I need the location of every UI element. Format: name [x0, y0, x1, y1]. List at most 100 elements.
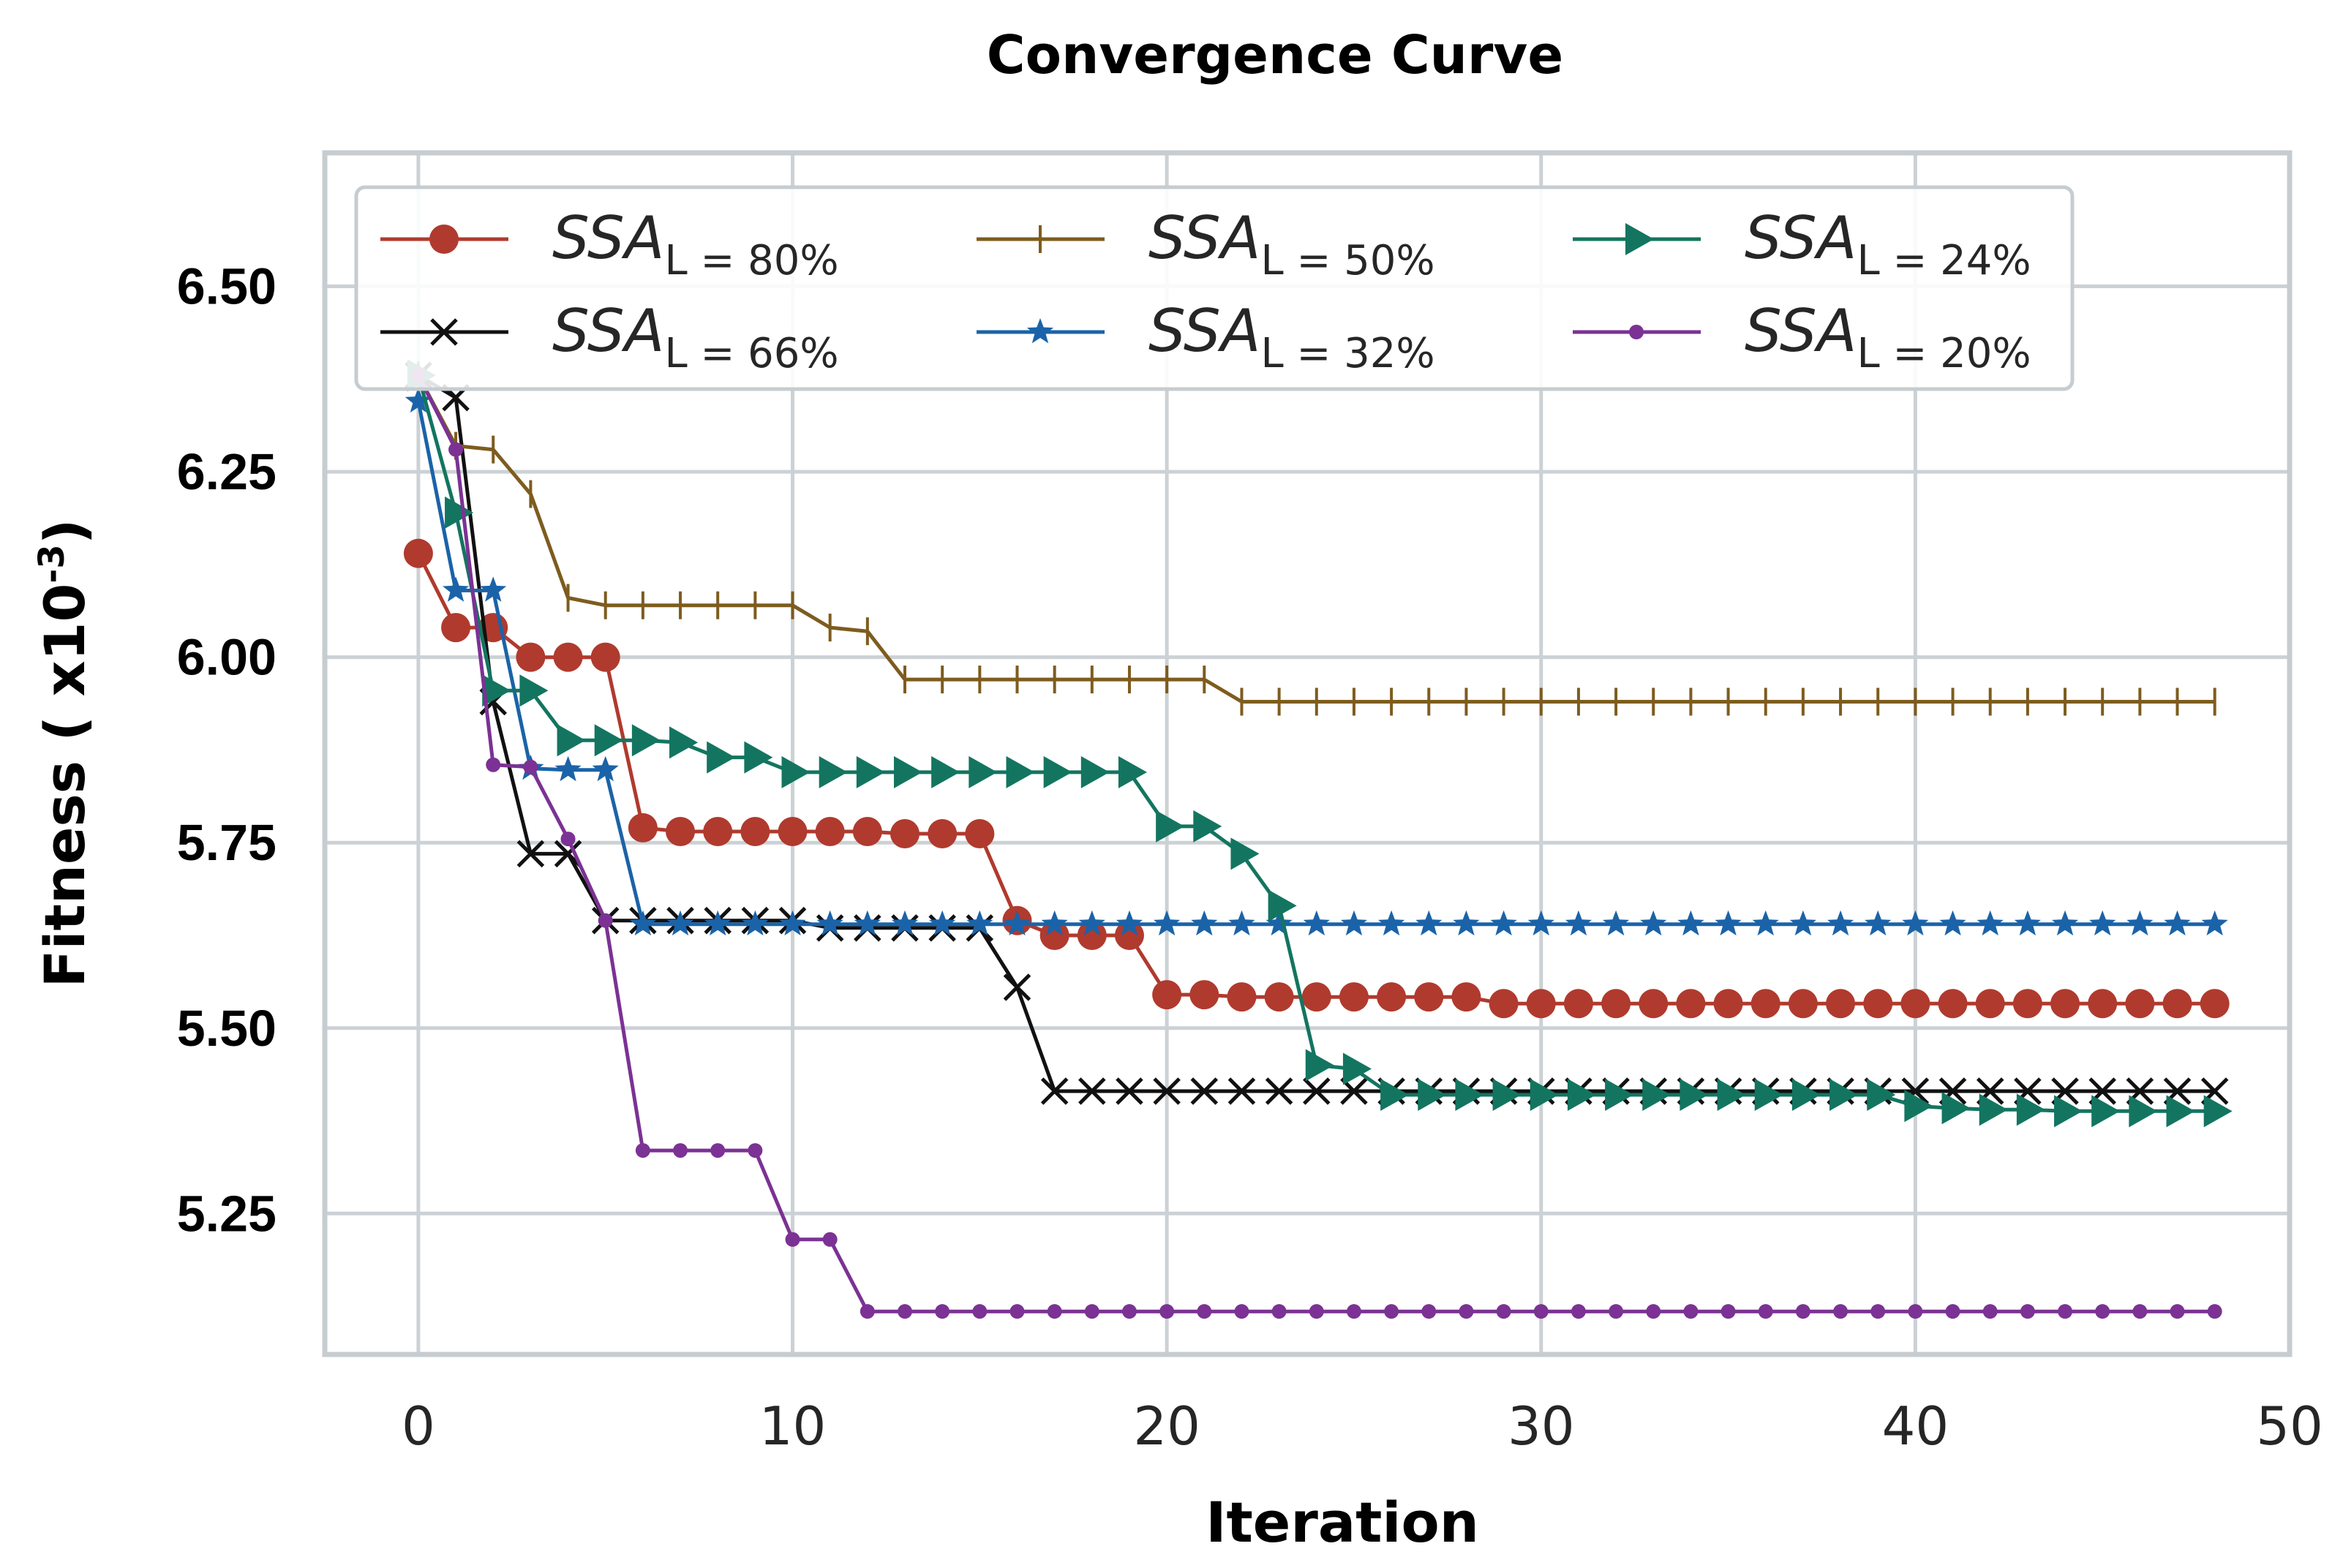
- data-point: [1715, 910, 1742, 936]
- data-point: [486, 757, 501, 772]
- data-point: [1603, 910, 1630, 936]
- data-point: [1680, 1079, 1709, 1112]
- data-point: [445, 496, 474, 529]
- data-point: [740, 816, 770, 846]
- data-point: [1154, 910, 1181, 936]
- data-point: [1640, 910, 1667, 936]
- data-point: [898, 1304, 913, 1319]
- data-point: [1421, 1304, 1437, 1319]
- data-point: [779, 910, 806, 936]
- data-point: [1601, 989, 1631, 1019]
- legend-marker: [429, 225, 459, 254]
- data-point: [2170, 1304, 2185, 1319]
- data-point: [1153, 1077, 1181, 1105]
- data-point: [1339, 982, 1369, 1012]
- x-axis-ticks: 0 10 20 30 40 50: [402, 1395, 2323, 1457]
- y-tick-label: 6.00: [177, 629, 277, 686]
- series-line-l80: [416, 552, 2215, 1006]
- legend-label: SSAL = 24%: [1745, 204, 2031, 284]
- data-point: [1228, 910, 1255, 936]
- x-tick-label: 0: [402, 1395, 435, 1457]
- data-point: [1301, 982, 1331, 1012]
- data-point: [969, 755, 998, 788]
- series-line-l32: [416, 401, 2215, 927]
- data-point: [1227, 1077, 1256, 1105]
- y-axis-label-close: ): [32, 519, 97, 545]
- data-point: [822, 1232, 838, 1247]
- data-point: [966, 910, 993, 936]
- data-point: [519, 674, 549, 707]
- data-point: [1040, 1077, 1069, 1105]
- data-point: [1121, 1304, 1137, 1319]
- data-point: [1197, 1304, 1212, 1319]
- data-point: [935, 1304, 950, 1319]
- y-axis-ticks: 5.25 5.50 5.75 6.00 6.25 6.50: [177, 258, 277, 1243]
- legend-label-main: SSA: [1745, 204, 1857, 272]
- data-point: [856, 755, 885, 788]
- legend-entry-l80: SSAL = 80%: [380, 204, 839, 284]
- data-point: [1908, 1304, 1923, 1319]
- legend-label: SSAL = 80%: [552, 204, 839, 284]
- data-point: [1009, 1304, 1025, 1319]
- data-point: [403, 538, 433, 568]
- data-point: [785, 1232, 800, 1247]
- x-tick-label: 30: [1508, 1395, 1575, 1457]
- data-point: [2050, 989, 2080, 1019]
- data-point: [594, 724, 623, 757]
- data-point: [860, 1304, 875, 1319]
- data-point: [2014, 910, 2041, 936]
- data-point: [1865, 910, 1892, 936]
- y-tick-label: 6.50: [177, 258, 277, 315]
- data-point: [1567, 1079, 1596, 1112]
- data-point: [592, 755, 619, 782]
- data-point: [703, 816, 733, 846]
- data-point: [1303, 910, 1330, 936]
- legend-entry-l66: SSAL = 66%: [380, 297, 839, 377]
- plot-frame: [322, 150, 2293, 1357]
- data-point: [1378, 910, 1405, 936]
- data-point: [2125, 989, 2155, 1019]
- data-point: [1526, 989, 1556, 1019]
- data-point: [1265, 910, 1293, 936]
- data-point: [1047, 1304, 1062, 1319]
- data-point: [1039, 920, 1069, 950]
- data-point: [554, 755, 582, 782]
- data-point: [1791, 1079, 1821, 1112]
- data-point: [2166, 1095, 2195, 1128]
- data-point: [1609, 1304, 1624, 1319]
- data-point: [1977, 910, 2004, 936]
- data-point: [2095, 1304, 2110, 1319]
- series-line-l50: [416, 374, 2215, 704]
- data-point: [1605, 1079, 1634, 1112]
- legend-label: SSAL = 66%: [552, 297, 839, 377]
- data-point: [2164, 910, 2191, 936]
- legend-marker: [1026, 318, 1054, 344]
- data-point: [553, 642, 583, 672]
- data-point: [891, 910, 919, 936]
- data-point: [1713, 989, 1743, 1019]
- data-point: [1639, 989, 1669, 1019]
- data-point: [1565, 910, 1592, 936]
- data-point: [710, 1143, 726, 1158]
- data-point: [1867, 1079, 1896, 1112]
- data-point: [1309, 1304, 1324, 1319]
- data-point: [1003, 973, 1031, 1001]
- legend-label-sub: L = 32%: [1260, 330, 1434, 377]
- data-point: [1380, 1079, 1410, 1112]
- data-point: [1676, 989, 1706, 1019]
- data-point: [704, 910, 732, 936]
- legend-label-sub: L = 80%: [664, 237, 838, 284]
- data-point: [1982, 1304, 1998, 1319]
- data-point: [1788, 989, 1818, 1019]
- data-point: [1563, 989, 1593, 1019]
- data-point: [1227, 982, 1257, 1012]
- data-point: [1939, 910, 1966, 936]
- legend-label-main: SSA: [552, 297, 664, 365]
- data-point: [744, 741, 773, 774]
- data-point: [1863, 989, 1893, 1019]
- data-point: [448, 442, 464, 457]
- data-point: [1080, 755, 1110, 788]
- data-point: [1752, 910, 1779, 936]
- data-point: [1305, 1049, 1334, 1082]
- data-point: [1004, 910, 1031, 936]
